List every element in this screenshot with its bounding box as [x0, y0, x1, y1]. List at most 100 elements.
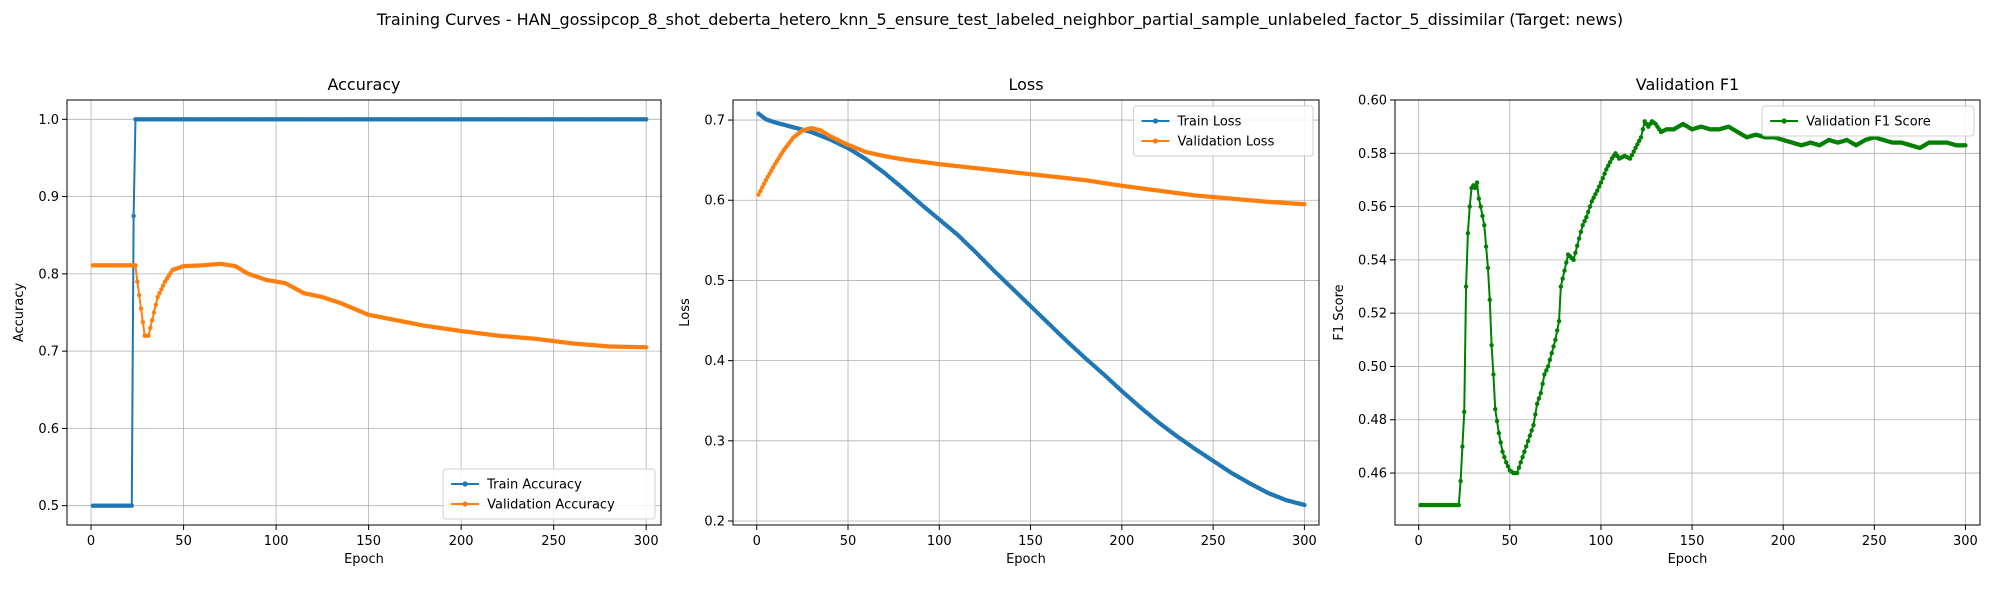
x-tick-label: 250: [541, 534, 566, 549]
data-point: [1456, 502, 1461, 508]
legend-swatch-marker: [1152, 138, 1159, 144]
data-point: [1502, 454, 1507, 460]
data-point: [1460, 444, 1465, 449]
data-point: [1545, 364, 1551, 369]
data-point: [1529, 428, 1534, 433]
data-point: [1462, 409, 1467, 414]
x-tick-label: 300: [1292, 534, 1317, 549]
subplot-validation-f1: 0 50 100 150 200 250 300 0.46 0.48 0.50 0.52 0.54 0.…: [1332, 75, 1981, 567]
data-point: [1536, 396, 1542, 401]
y-tick-label: 0.3: [704, 434, 725, 449]
y-axis-label: Loss: [678, 298, 693, 327]
subplot-loss: 0 50 100 150 200 250 300 0.2 0.3 0.4 0.5 0.6 0.7 Loss…: [678, 75, 1320, 567]
data-point: [1589, 199, 1595, 204]
legend: Train Loss Validation Loss: [1133, 105, 1314, 157]
y-tick-label: 1.0: [38, 113, 59, 128]
data-point: [1575, 243, 1580, 248]
data-point: [1534, 401, 1540, 406]
data-point: [1596, 184, 1602, 189]
data-point: [1487, 297, 1492, 303]
data-point: [1551, 344, 1556, 349]
data-point: [1527, 433, 1533, 438]
data-point: [761, 181, 767, 186]
data-point: [1553, 337, 1558, 343]
data-point: [1474, 180, 1480, 185]
y-tick-label: 0.2: [704, 514, 725, 529]
data-point: [1633, 145, 1638, 151]
data-point: [153, 302, 159, 307]
data-point: [1542, 372, 1547, 377]
y-tick-label: 0.4: [704, 354, 725, 369]
x-tick-label: 150: [1680, 534, 1705, 549]
x-tick-label: 250: [1862, 534, 1887, 549]
data-point: [1493, 406, 1498, 412]
plot-frame: [732, 99, 1320, 526]
plot-frame: [66, 99, 662, 526]
data-point: [1560, 276, 1565, 281]
data-point: [1606, 163, 1611, 168]
y-tick-label: 0.9: [38, 190, 59, 205]
y-tick-label: 0.7: [704, 114, 725, 129]
data-point: [1482, 223, 1487, 228]
data-point: [1525, 438, 1531, 444]
data-point: [1503, 460, 1509, 465]
data-point: [1505, 464, 1511, 469]
plot-frame: [1394, 99, 1981, 526]
y-tick-label: 0.5: [38, 499, 59, 514]
data-point: [1544, 368, 1549, 373]
subplot-title: Accuracy: [327, 75, 400, 94]
data-point: [1595, 188, 1600, 193]
data-point: [1576, 236, 1582, 241]
data-point: [1598, 180, 1604, 185]
data-point: [133, 263, 138, 268]
data-point: [1476, 196, 1482, 201]
legend: Train Accuracy Validation Accuracy: [442, 468, 656, 520]
data-point: [1587, 204, 1593, 209]
y-tick-label: 0.6: [704, 194, 725, 209]
y-tick-label: 0.60: [1358, 94, 1387, 109]
legend-box: [1133, 105, 1314, 157]
data-point: [1549, 350, 1554, 356]
data-point: [1555, 328, 1560, 333]
y-tick-label: 0.8: [38, 267, 59, 282]
data-point: [1607, 159, 1613, 165]
data-point: [1498, 440, 1503, 445]
data-point: [146, 333, 151, 338]
x-tick-label: 200: [449, 534, 474, 549]
data-point: [1483, 244, 1489, 249]
legend-swatch-marker: [462, 501, 468, 507]
data-point: [1302, 202, 1307, 207]
data-point: [1302, 502, 1307, 508]
data-point: [1585, 209, 1591, 215]
data-point: [1500, 449, 1505, 454]
x-tick-label: 0: [87, 534, 95, 549]
data-point: [770, 165, 776, 170]
legend-box: [1761, 105, 1975, 137]
data-point: [1573, 250, 1578, 255]
data-point: [1518, 460, 1523, 465]
data-point: [1478, 204, 1483, 209]
data-point: [1593, 191, 1598, 197]
data-point: [1465, 231, 1471, 236]
x-tick-label: 150: [1018, 534, 1043, 549]
series-markers-train-loss: [756, 111, 1307, 508]
data-point: [131, 213, 136, 219]
data-point: [1558, 284, 1564, 289]
data-point: [159, 287, 164, 292]
data-point: [1602, 171, 1607, 176]
y-tick-label: 0.50: [1358, 360, 1387, 375]
data-point: [1556, 318, 1562, 324]
data-point: [157, 290, 162, 296]
legend: Validation F1 Score: [1761, 105, 1975, 137]
data-point: [136, 292, 142, 298]
y-axis-label: Accuracy: [12, 283, 27, 343]
data-point: [769, 168, 774, 173]
legend-label: Validation Accuracy: [487, 498, 615, 513]
subplot-title: Validation F1: [1636, 75, 1739, 94]
data-point: [1496, 430, 1502, 436]
data-point: [1522, 449, 1527, 454]
y-axis-label: F1 Score: [1332, 284, 1347, 340]
x-axis-label: Epoch: [1668, 552, 1708, 567]
y-tick-label: 0.48: [1358, 413, 1387, 428]
